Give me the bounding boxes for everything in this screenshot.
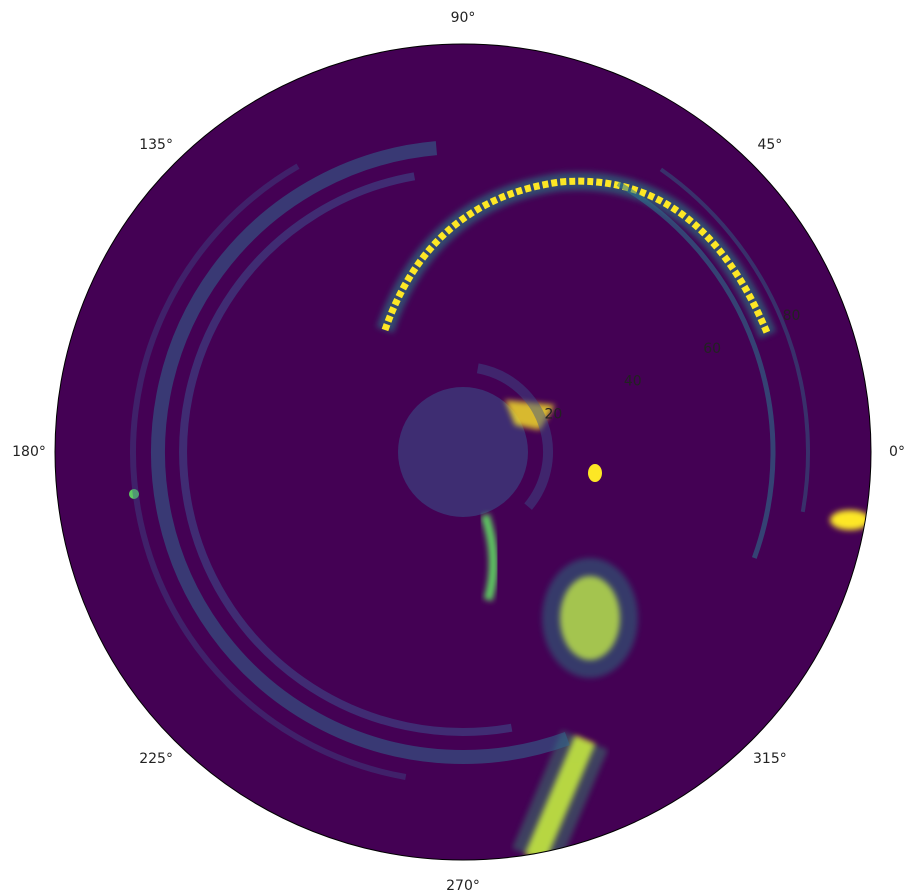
ring-echo: [659, 167, 810, 513]
radial-tick-label: 80: [783, 308, 801, 324]
echo: [480, 513, 498, 602]
angle-tick-label: 135°: [139, 137, 173, 153]
angle-tick-label: 0°: [889, 444, 905, 460]
echo: [542, 558, 638, 678]
ring-echo: [616, 181, 776, 559]
angle-tick-label: 315°: [753, 751, 787, 767]
echo: [129, 489, 139, 499]
angle-tick-label: 45°: [757, 137, 782, 153]
arc-echo: [381, 177, 772, 337]
angle-tick-label: 180°: [12, 444, 46, 460]
echo: [511, 730, 609, 860]
radial-tick-label: 60: [703, 341, 721, 357]
echo: [830, 510, 870, 530]
ring-echo: [151, 141, 570, 764]
ring-echo: [476, 363, 553, 510]
ring-echo: [130, 163, 407, 780]
center-disc: [398, 387, 528, 517]
radar-image: [129, 141, 870, 860]
polar-frame: [54, 43, 872, 861]
angle-tick-label: 225°: [139, 751, 173, 767]
echo: [505, 400, 555, 430]
ring-echo: [179, 172, 513, 736]
echo: [588, 464, 602, 482]
angle-tick-label: 270°: [446, 878, 480, 894]
radial-tick-label: 20: [545, 407, 563, 423]
angle-tick-label: 90°: [451, 10, 476, 26]
radial-tick-label: 40: [624, 374, 642, 390]
